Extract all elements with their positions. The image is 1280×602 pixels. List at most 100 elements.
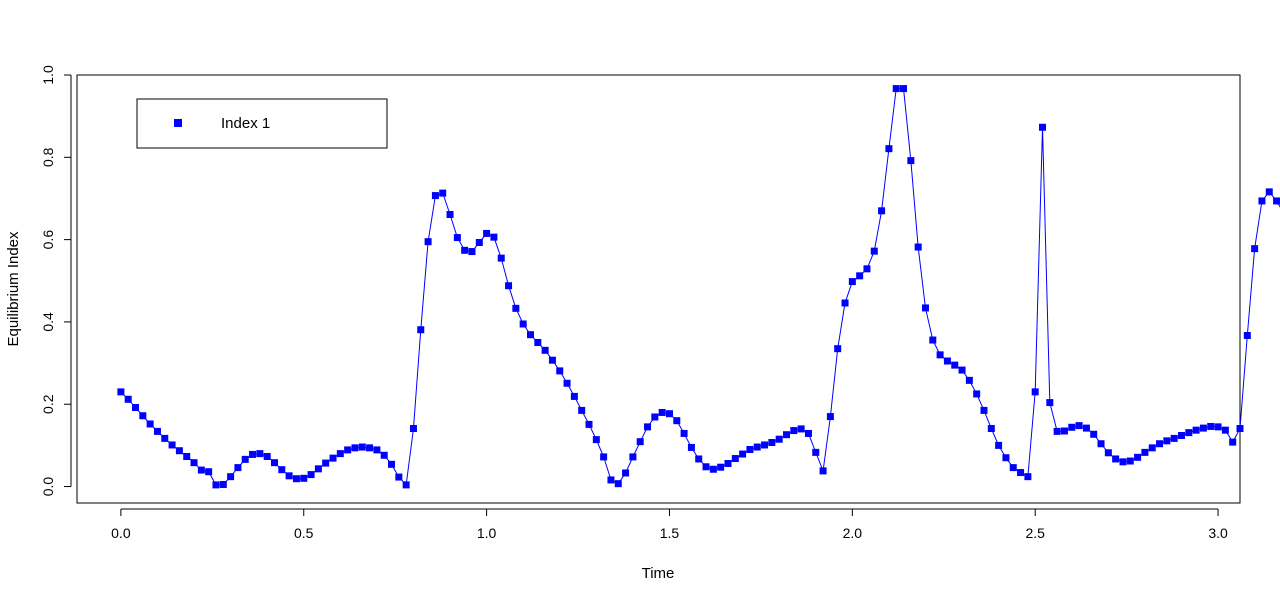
data-point bbox=[1258, 197, 1266, 205]
data-point bbox=[132, 404, 140, 412]
data-point bbox=[629, 453, 637, 461]
data-point bbox=[307, 471, 315, 479]
data-point bbox=[292, 475, 300, 483]
data-point bbox=[644, 423, 652, 431]
data-point bbox=[1229, 438, 1237, 446]
data-point bbox=[197, 466, 205, 474]
data-point bbox=[183, 453, 191, 460]
data-point bbox=[439, 189, 447, 197]
data-point bbox=[724, 459, 732, 467]
data-point bbox=[139, 412, 147, 420]
data-point bbox=[797, 425, 805, 433]
x-tick-label: 1.0 bbox=[477, 525, 497, 541]
data-point bbox=[856, 272, 864, 280]
data-point bbox=[892, 85, 900, 93]
data-point bbox=[519, 320, 527, 328]
data-point bbox=[775, 435, 783, 443]
x-tick-label: 2.0 bbox=[843, 525, 863, 541]
data-point bbox=[541, 346, 549, 354]
data-point bbox=[921, 304, 929, 312]
data-point bbox=[995, 441, 1003, 449]
data-point bbox=[424, 238, 432, 246]
data-point bbox=[790, 427, 798, 435]
data-point bbox=[1273, 197, 1280, 205]
data-point bbox=[841, 299, 849, 307]
data-point bbox=[1170, 434, 1178, 442]
data-point bbox=[468, 248, 476, 256]
data-point bbox=[592, 436, 600, 444]
data-point bbox=[812, 448, 820, 456]
data-point bbox=[914, 243, 922, 251]
x-tick-label: 3.0 bbox=[1208, 525, 1228, 541]
data-point bbox=[1199, 424, 1207, 432]
data-point bbox=[351, 444, 359, 452]
data-point bbox=[614, 480, 622, 488]
data-point bbox=[1126, 457, 1134, 465]
data-point bbox=[834, 345, 842, 353]
data-point bbox=[1104, 449, 1112, 457]
data-point bbox=[417, 326, 425, 334]
data-point bbox=[709, 465, 717, 473]
data-point bbox=[651, 413, 659, 421]
plot-area-frame bbox=[76, 74, 1241, 504]
data-point bbox=[1053, 427, 1061, 435]
data-point bbox=[1024, 473, 1032, 481]
data-point bbox=[1163, 437, 1171, 445]
x-tick-label: 2.5 bbox=[1025, 525, 1045, 541]
data-point bbox=[958, 366, 966, 374]
data-point bbox=[578, 406, 586, 414]
data-point bbox=[388, 460, 396, 468]
data-point bbox=[673, 417, 681, 425]
data-point bbox=[446, 211, 454, 219]
data-point bbox=[658, 408, 666, 416]
data-point bbox=[1090, 430, 1098, 438]
data-point bbox=[973, 390, 981, 398]
legend-marker-index-1 bbox=[174, 119, 182, 127]
data-point bbox=[1148, 444, 1156, 452]
series-layer bbox=[117, 85, 1280, 489]
data-point bbox=[695, 455, 703, 463]
data-point bbox=[556, 367, 564, 375]
data-point bbox=[1214, 423, 1222, 431]
data-point bbox=[1017, 469, 1025, 477]
data-point bbox=[563, 379, 571, 387]
y-tick-label: 1.0 bbox=[40, 65, 56, 85]
y-tick-label: 0.2 bbox=[40, 394, 56, 414]
data-point bbox=[205, 468, 213, 476]
data-point bbox=[358, 443, 366, 451]
data-point bbox=[1119, 458, 1127, 466]
data-point bbox=[1185, 429, 1193, 437]
y-axis-label: Equilibrium Index bbox=[5, 231, 22, 347]
y-axis: 0.0 0.2 0.4 0.6 0.8 1.0 bbox=[40, 65, 72, 496]
data-point bbox=[1009, 464, 1017, 472]
data-point bbox=[870, 247, 878, 255]
data-point bbox=[746, 446, 754, 453]
data-point bbox=[768, 439, 776, 446]
data-point bbox=[1031, 388, 1039, 396]
data-point bbox=[153, 427, 161, 435]
x-axis-label: Time bbox=[642, 565, 675, 582]
data-point bbox=[285, 472, 293, 480]
data-point bbox=[1068, 423, 1076, 431]
data-point bbox=[263, 453, 271, 460]
data-point bbox=[1251, 245, 1259, 253]
data-point bbox=[300, 474, 308, 482]
x-axis: 0.0 0.5 1.0 1.5 2.0 2.5 3.0 bbox=[111, 508, 1228, 541]
data-point bbox=[863, 265, 871, 273]
data-point bbox=[1046, 399, 1054, 407]
data-point bbox=[929, 336, 937, 344]
data-point bbox=[907, 157, 915, 165]
data-point bbox=[1207, 422, 1215, 430]
data-point bbox=[570, 392, 578, 400]
data-point bbox=[146, 420, 154, 428]
data-point bbox=[344, 446, 352, 454]
data-point bbox=[168, 441, 176, 449]
data-point bbox=[241, 455, 249, 463]
data-point bbox=[600, 453, 608, 461]
data-point bbox=[1265, 188, 1273, 196]
data-point bbox=[980, 406, 988, 414]
data-point bbox=[527, 331, 534, 339]
data-point bbox=[1236, 425, 1244, 433]
data-point bbox=[951, 361, 959, 369]
